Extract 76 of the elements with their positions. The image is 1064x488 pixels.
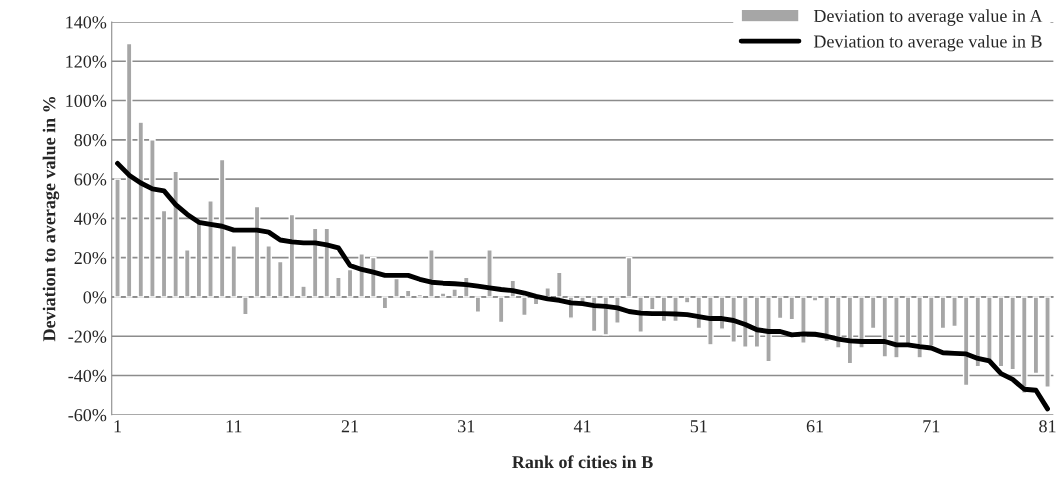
bar	[172, 170, 179, 298]
legend-label: Deviation to average value in B	[813, 34, 1042, 52]
x-tick-label: 21	[341, 420, 358, 433]
bar	[765, 296, 772, 363]
y-tick-label: -40%	[68, 369, 107, 383]
bar	[474, 296, 482, 313]
y-tick-label: -60%	[68, 409, 107, 422]
bar	[1032, 296, 1040, 375]
x-tick-label: 41	[573, 420, 591, 433]
bar	[486, 249, 493, 298]
bar	[323, 227, 331, 298]
bar	[997, 296, 1005, 368]
bar	[776, 296, 784, 320]
bar	[881, 296, 889, 358]
legend-label: Deviation to average value in A	[813, 9, 1043, 26]
y-tick-label: 0%	[83, 291, 107, 304]
y-tick-label: 100%	[66, 94, 107, 108]
bar	[230, 245, 238, 298]
y-axis-title: Deviation to average value in %	[42, 96, 60, 342]
y-tick-label: 20%	[74, 251, 107, 265]
bar	[648, 296, 656, 311]
y-tick-label: -20%	[68, 330, 107, 343]
x-axis-title: Rank of cities in B	[512, 455, 653, 469]
bar	[521, 296, 528, 317]
x-tick-label: 1	[114, 420, 121, 433]
bar	[974, 296, 982, 368]
bar	[869, 296, 877, 330]
bar	[788, 296, 796, 321]
bar	[137, 121, 145, 298]
bar	[300, 285, 307, 298]
bar	[242, 296, 249, 316]
y-tick-label: 140%	[66, 16, 107, 29]
x-tick-label: 51	[690, 420, 707, 433]
bar	[439, 292, 447, 298]
bar	[730, 296, 737, 343]
bar	[1044, 296, 1051, 388]
bar	[160, 209, 168, 298]
bar	[625, 256, 633, 298]
bar	[707, 296, 714, 346]
x-tick-label: 81	[1039, 420, 1056, 433]
bar	[544, 287, 551, 298]
bar	[265, 245, 272, 298]
bar	[393, 277, 400, 298]
line-series	[115, 160, 1050, 412]
bar	[916, 296, 923, 359]
bar	[149, 139, 156, 298]
bar	[555, 271, 563, 298]
bar	[416, 293, 424, 298]
bar	[381, 296, 389, 310]
bar	[1020, 296, 1028, 394]
bar	[986, 296, 993, 361]
x-tick-label: 11	[226, 420, 242, 433]
bar	[404, 289, 412, 298]
bar	[207, 200, 214, 298]
y-tick-label: 60%	[74, 173, 107, 186]
x-tick-label: 31	[458, 420, 475, 433]
bar	[497, 296, 505, 324]
bar	[346, 268, 354, 298]
y-tick-label: 120%	[66, 55, 107, 68]
bar	[811, 296, 819, 302]
bar	[335, 276, 342, 298]
bar	[183, 249, 191, 298]
y-tick-label: 40%	[74, 212, 107, 225]
y-tick-label: 80%	[74, 134, 107, 147]
bar	[1009, 296, 1016, 371]
bar	[893, 296, 900, 359]
bar	[451, 288, 458, 298]
bar	[939, 296, 947, 330]
x-tick-label: 61	[806, 420, 823, 433]
bar	[683, 296, 691, 304]
bar	[428, 249, 435, 298]
x-tick-label: 71	[923, 420, 940, 433]
bar	[114, 178, 121, 298]
bar	[927, 296, 935, 347]
bar	[276, 260, 284, 298]
bar	[951, 296, 958, 328]
